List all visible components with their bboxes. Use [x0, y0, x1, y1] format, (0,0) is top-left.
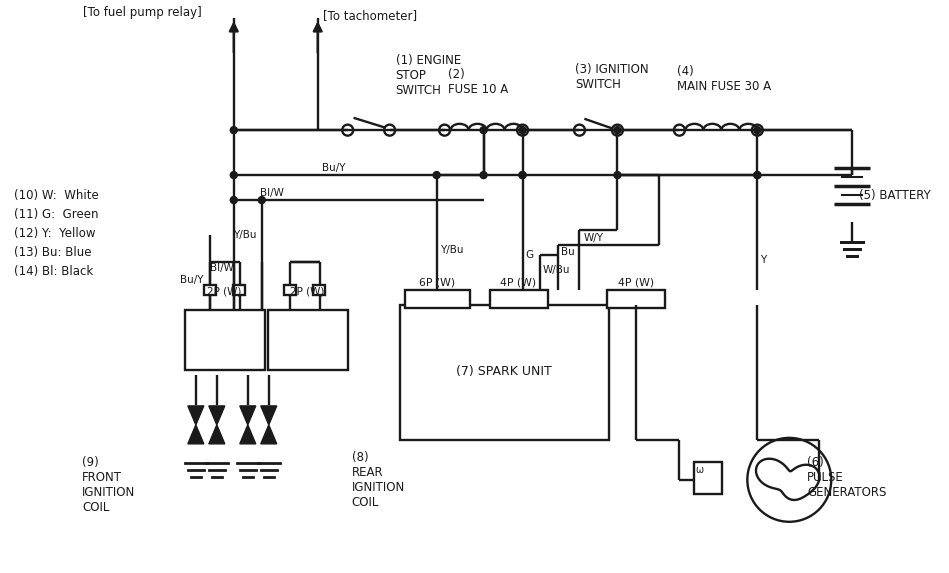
- Text: (1) ENGINE
STOP
SWITCH: (1) ENGINE STOP SWITCH: [396, 54, 461, 97]
- Text: 2P (W): 2P (W): [207, 287, 241, 297]
- Circle shape: [754, 171, 761, 179]
- Circle shape: [231, 171, 237, 179]
- Text: (7) SPARK UNIT: (7) SPARK UNIT: [456, 366, 551, 378]
- Circle shape: [614, 171, 621, 179]
- Text: (11) G:  Green: (11) G: Green: [14, 207, 99, 221]
- Text: [To tachometer]: [To tachometer]: [323, 9, 417, 22]
- Text: (8)
REAR
IGNITION
COIL: (8) REAR IGNITION COIL: [352, 451, 405, 509]
- Text: (12) Y:  Yellow: (12) Y: Yellow: [14, 226, 96, 240]
- Circle shape: [519, 171, 526, 179]
- Text: (4)
MAIN FUSE 30 A: (4) MAIN FUSE 30 A: [678, 65, 772, 93]
- Circle shape: [231, 127, 237, 134]
- Text: (5) BATTERY: (5) BATTERY: [859, 189, 931, 202]
- Bar: [490, 290, 548, 308]
- Bar: [233, 285, 245, 295]
- Bar: [695, 462, 722, 494]
- Circle shape: [754, 171, 761, 179]
- Circle shape: [614, 127, 621, 134]
- Text: Bl/W: Bl/W: [260, 188, 284, 198]
- Circle shape: [754, 127, 761, 134]
- Bar: [400, 305, 609, 440]
- Text: Bu/Y: Bu/Y: [180, 275, 203, 285]
- Polygon shape: [240, 406, 256, 425]
- Text: W/Bu: W/Bu: [543, 265, 570, 275]
- Bar: [313, 285, 325, 295]
- Text: Bu: Bu: [562, 247, 575, 257]
- Polygon shape: [188, 425, 204, 444]
- Circle shape: [433, 171, 440, 179]
- Bar: [607, 290, 665, 308]
- Text: ω: ω: [696, 465, 703, 475]
- Circle shape: [519, 171, 526, 179]
- Text: (2)
FUSE 10 A: (2) FUSE 10 A: [448, 68, 508, 96]
- Bar: [268, 310, 347, 370]
- Circle shape: [231, 197, 237, 203]
- Text: 4P (W): 4P (W): [500, 277, 536, 287]
- Text: 6P (W): 6P (W): [419, 277, 455, 287]
- Text: (6)
PULSE
GENERATORS: (6) PULSE GENERATORS: [808, 456, 886, 499]
- Text: (9)
FRONT
IGNITION
COIL: (9) FRONT IGNITION COIL: [82, 456, 135, 514]
- Text: (10) W:  White: (10) W: White: [14, 189, 99, 202]
- Circle shape: [258, 197, 266, 203]
- Polygon shape: [261, 425, 277, 444]
- Text: Bl/W: Bl/W: [210, 263, 233, 273]
- Polygon shape: [209, 406, 225, 425]
- Text: (14) Bl: Black: (14) Bl: Black: [14, 265, 93, 277]
- Circle shape: [519, 127, 526, 134]
- Text: (13) Bu: Blue: (13) Bu: Blue: [14, 246, 91, 258]
- Polygon shape: [261, 406, 277, 425]
- Text: Y/Bu: Y/Bu: [233, 230, 256, 240]
- Polygon shape: [188, 406, 204, 425]
- Text: [To fuel pump relay]: [To fuel pump relay]: [83, 6, 202, 19]
- Text: Bu/Y: Bu/Y: [322, 163, 345, 173]
- Circle shape: [480, 127, 487, 134]
- Circle shape: [480, 171, 487, 179]
- Bar: [404, 290, 470, 308]
- Polygon shape: [240, 425, 256, 444]
- Text: 4P (W): 4P (W): [619, 277, 655, 287]
- Text: G: G: [526, 250, 533, 260]
- Bar: [185, 310, 265, 370]
- Bar: [284, 285, 296, 295]
- Text: W/Y: W/Y: [584, 233, 604, 243]
- Text: Y: Y: [760, 255, 767, 265]
- Text: Y/Bu: Y/Bu: [439, 245, 463, 255]
- Text: (3) IGNITION
SWITCH: (3) IGNITION SWITCH: [575, 63, 649, 91]
- Polygon shape: [209, 425, 225, 444]
- Bar: [204, 285, 215, 295]
- Text: 2P (W): 2P (W): [289, 287, 324, 297]
